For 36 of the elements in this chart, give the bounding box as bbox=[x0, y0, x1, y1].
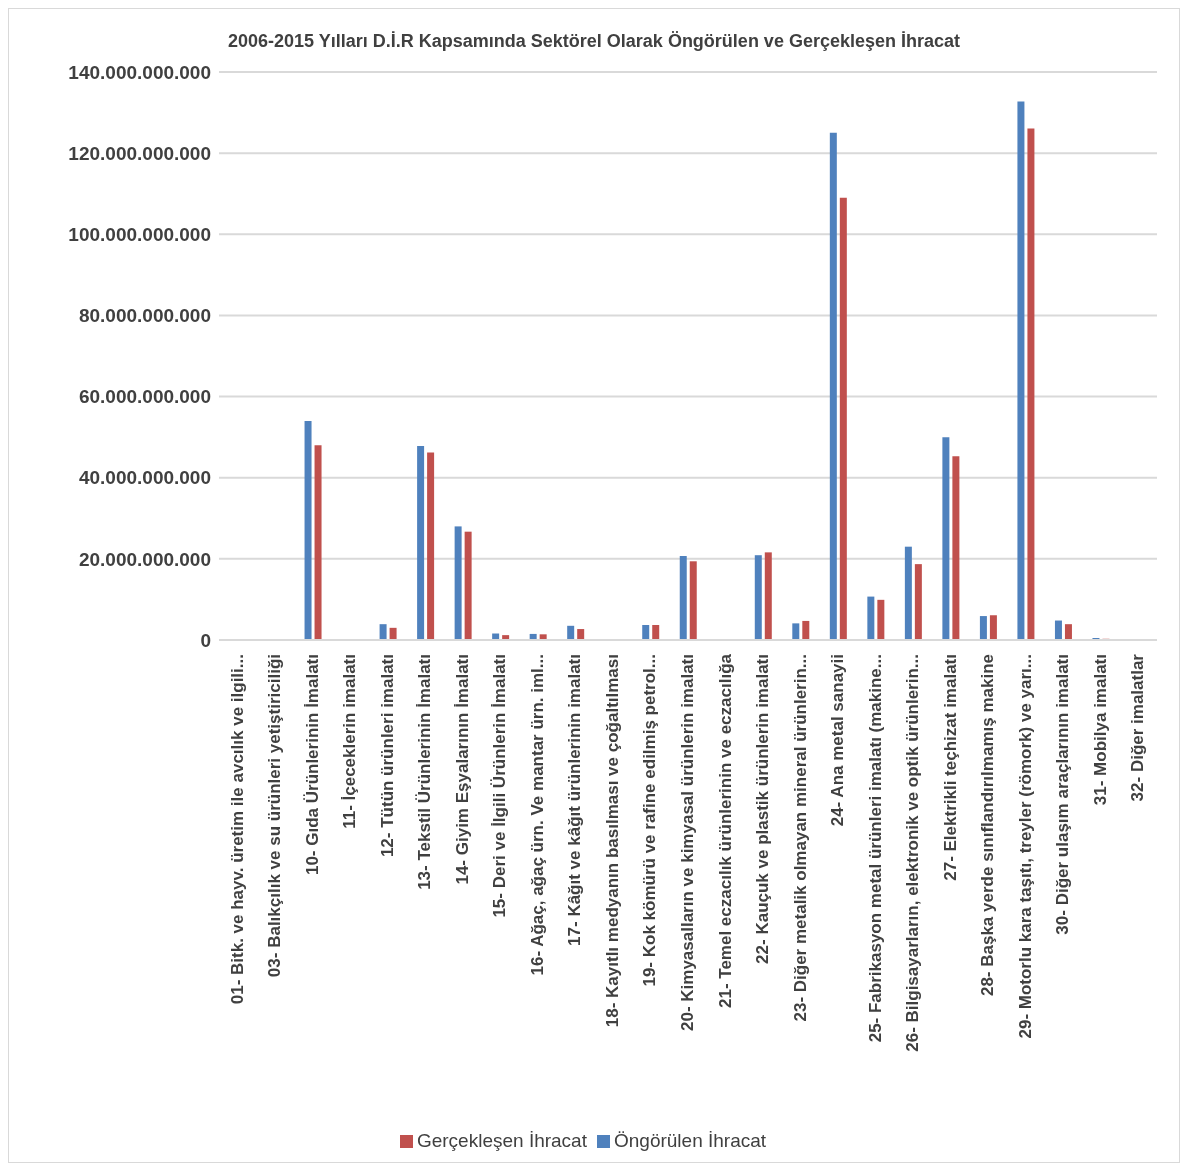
y-tick-label: 20.000.000.000 bbox=[78, 548, 211, 570]
x-tick-label: 29- Motorlu kara taşıtı, treyler (römork) ve yarı... bbox=[1015, 654, 1035, 1039]
x-tick-label: 01- Bitk. ve hayv. üretim ile avcılık ve ilgili... bbox=[227, 654, 247, 1005]
y-tick-label: 60.000.000.000 bbox=[78, 386, 211, 408]
x-tick-label: 28- Başka yerde sınıflandırılmamış makine bbox=[978, 654, 998, 997]
x-tick-label: 27- Elektrikli teçhizat imalatı bbox=[940, 654, 960, 881]
x-tick-label: 16- Ağaç, ağaç ürn. Ve mantar ürn. iml... bbox=[527, 654, 547, 976]
x-tick-label: 25- Fabrikasyon metal ürünleri imalatı (makine... bbox=[865, 654, 885, 1043]
x-tick-label: 24- Ana metal sanayii bbox=[828, 654, 848, 827]
x-tick-label: 12- Tütün ürünleri imalatı bbox=[377, 654, 397, 858]
y-tick-label: 40.000.000.000 bbox=[78, 467, 211, 489]
x-tick-label: 14- Giyim Eşyalarının İmalatı bbox=[452, 654, 472, 885]
x-tick-label: 31- Mobilya imalatı bbox=[1090, 654, 1110, 806]
x-tick-label: 21- Temel eczacılık ürünlerinin ve eczacılığa bbox=[715, 653, 735, 1009]
x-tick-label: 32- Diğer imalatlar bbox=[1128, 653, 1148, 802]
x-tick-label: 11- İçeceklerin imalatı bbox=[340, 654, 360, 829]
legend-label: Öngörülen İhracat bbox=[613, 1130, 767, 1151]
y-tick-label: 140.000.000.000 bbox=[68, 61, 211, 83]
x-tick-label: 23- Diğer metalik olmayan mineral ürünlerin... bbox=[790, 654, 810, 1022]
x-tick-label: 10- Gıda Ürünlerinin İmalatı bbox=[302, 654, 322, 876]
x-tick-label: 22- Kauçuk ve plastik ürünlerin imalatı bbox=[753, 654, 773, 964]
x-tick-label: 18- Kayıtlı medyanın basılması ve çoğaltılması bbox=[602, 654, 622, 1028]
x-tick-label: 19- Kok kömürü ve rafine edilmiş petrol... bbox=[640, 654, 660, 987]
y-tick-label: 100.000.000.000 bbox=[68, 224, 211, 246]
x-tick-label: 03- Balıkçılık ve su ürünleri yetiştiriciliği bbox=[265, 654, 285, 978]
legend-label: Gerçekleşen İhracat bbox=[416, 1130, 587, 1151]
chart-title: 2006-2015 Yılları D.İ.R Kapsamında Sektörel Olarak Öngörülen ve Gerçekleşen İhracat bbox=[227, 30, 961, 53]
y-tick-label: 80.000.000.000 bbox=[78, 305, 211, 327]
x-tick-label: 15- Deri ve İlgili Ürünlerin İmalatı bbox=[490, 654, 510, 918]
x-tick-label: 13- Tekstil Ürünlerinin İmalatı bbox=[415, 654, 435, 890]
x-tick-label: 20- Kimyasalların ve kimyasal ürünlerin imalatı bbox=[678, 654, 697, 1032]
x-tick-label: 30- Diğer ulaşım araçlarının imalatı bbox=[1053, 654, 1073, 935]
y-tick-label: 120.000.000.000 bbox=[68, 142, 211, 164]
y-tick-label: 0 bbox=[200, 629, 211, 651]
x-tick-label: 26- Bilgisayarların, elektronik ve optik ürünlerin... bbox=[903, 654, 923, 1052]
x-tick-label: 17- Kâğıt ve kâğıt ürünlerinin imalatı bbox=[565, 654, 585, 946]
